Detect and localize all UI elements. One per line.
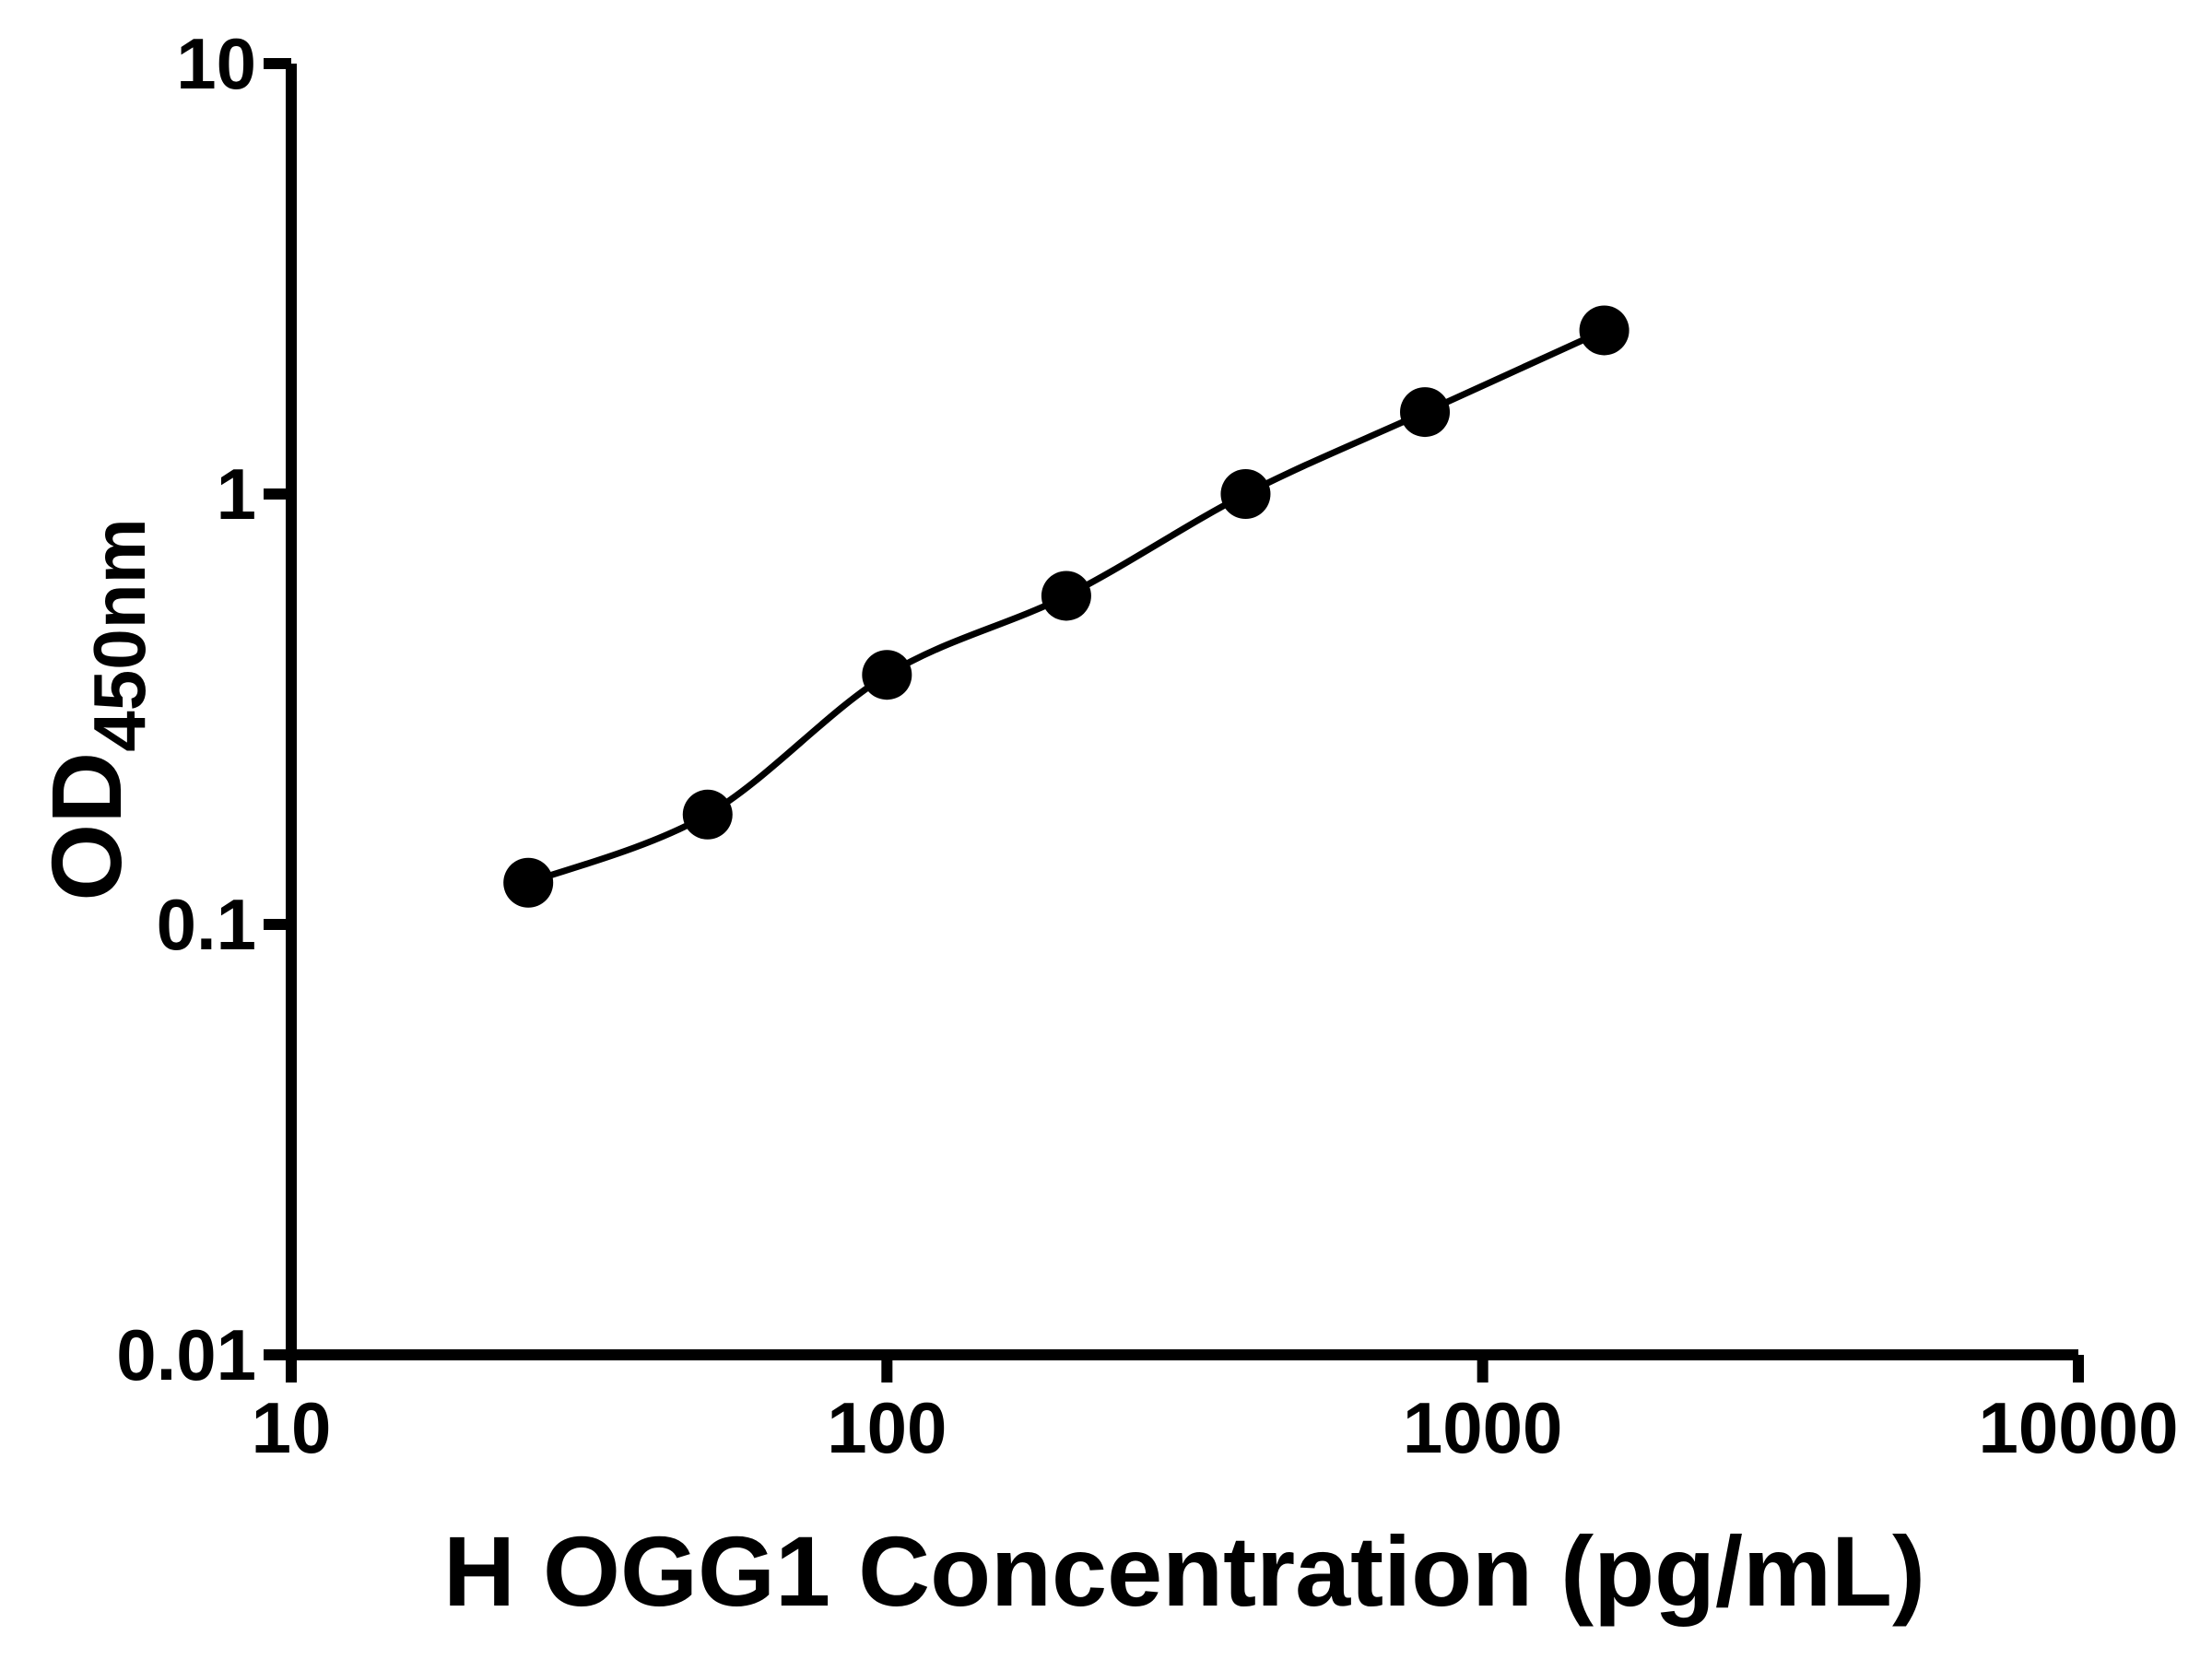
data-series	[503, 305, 1630, 908]
y-axis-label-main: OD	[30, 752, 142, 901]
x-tick-label: 10000	[1979, 1387, 2179, 1468]
x-tick-label: 1000	[1403, 1387, 1563, 1468]
data-point	[1220, 469, 1271, 519]
data-point	[1400, 387, 1451, 438]
y-tick-label: 0.1	[157, 884, 256, 965]
data-point	[1041, 571, 1091, 621]
data-point	[503, 857, 554, 908]
x-axis-label: H OGG1 Concentration (pg/mL)	[443, 1515, 1925, 1627]
y-tick-label: 10	[176, 23, 256, 104]
y-axis-label-subscript: 450nm	[78, 518, 160, 751]
data-point	[682, 789, 733, 840]
axis-ticks	[264, 58, 2084, 1382]
axis-tick-labels: 10 100 1000 10000 0.01 0.1 1 10	[116, 23, 2178, 1468]
data-point	[1579, 305, 1630, 356]
axis-lines	[286, 64, 2078, 1360]
axes	[286, 64, 2078, 1360]
y-axis-label: OD450nm	[30, 518, 160, 900]
x-tick-label: 100	[827, 1387, 947, 1468]
data-point	[862, 650, 912, 700]
x-tick-label: 10	[252, 1387, 332, 1468]
y-tick-label: 0.01	[116, 1314, 256, 1395]
y-tick-label: 1	[217, 453, 256, 535]
